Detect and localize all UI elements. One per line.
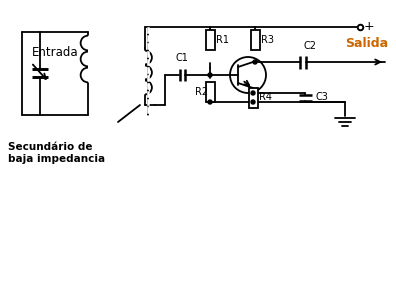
Bar [249,88,257,108]
Text: Secundário de
baja impedancia: Secundário de baja impedancia [8,142,105,164]
Text: R3: R3 [261,35,274,45]
Text: R1: R1 [216,35,229,45]
Circle shape [251,91,255,95]
Text: R4: R4 [259,93,272,102]
Text: +: + [364,21,375,34]
Bar [206,82,215,102]
Text: Entrada: Entrada [32,46,79,59]
Circle shape [208,73,212,77]
Bar [251,30,259,50]
Text: R2: R2 [195,87,208,97]
Circle shape [208,100,212,104]
Circle shape [253,60,257,64]
Circle shape [251,100,255,104]
Text: C3: C3 [315,93,328,102]
Text: C2: C2 [304,41,317,51]
Text: C1: C1 [175,53,188,63]
Text: Salida: Salida [345,37,388,50]
Bar [206,30,215,50]
